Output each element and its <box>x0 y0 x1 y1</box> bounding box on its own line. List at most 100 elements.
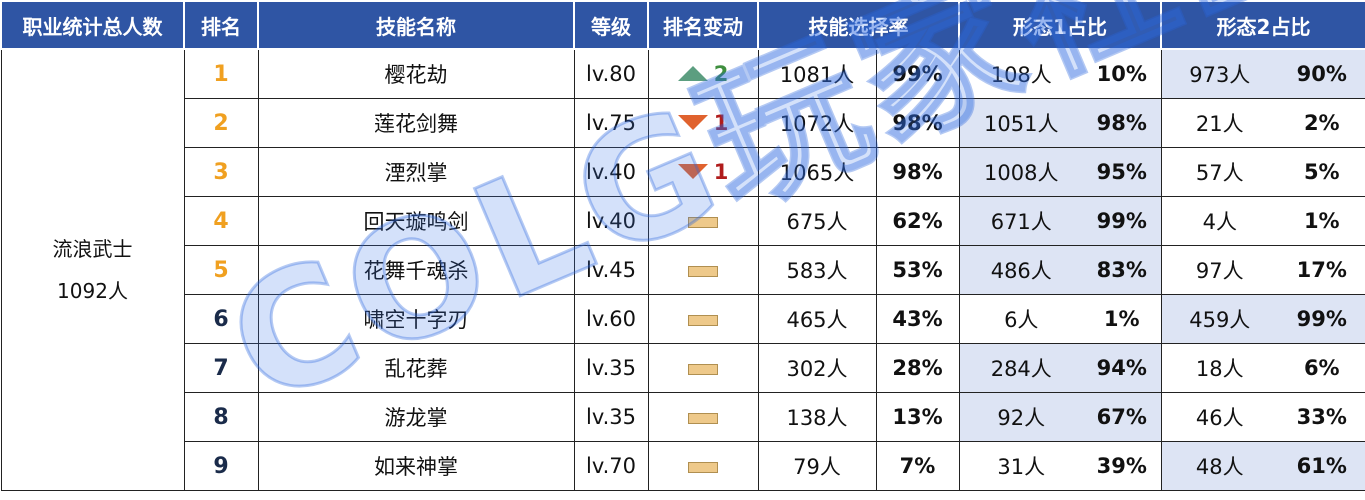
triangle-down-icon <box>677 164 708 180</box>
form1-count-cell: 92人 <box>958 392 1083 442</box>
rank-cell: 4 <box>183 196 259 246</box>
form1-pct-cell: 67% <box>1083 392 1162 442</box>
form1-pct-cell: 94% <box>1083 343 1162 393</box>
rank-change-cell: 1 <box>647 98 759 148</box>
rank-cell: 2 <box>183 98 259 148</box>
rate-count-cell: 79人 <box>757 441 876 491</box>
job-count: 1092人 <box>57 279 128 303</box>
skill-name-cell: 回天璇鸣剑 <box>257 196 575 246</box>
form1-count-cell: 6人 <box>958 294 1083 344</box>
rate-count-cell: 1065人 <box>757 147 876 197</box>
form1-pct-cell: 98% <box>1083 98 1162 148</box>
triangle-down-icon <box>677 115 708 131</box>
rate-pct-cell: 99% <box>875 48 960 99</box>
rank-change: 2 <box>677 61 729 86</box>
no-change-dash-icon <box>688 266 718 277</box>
form2-pct-cell: 5% <box>1278 147 1365 197</box>
table-body: 流浪武士 1092人 1 樱花劫 lv.80 2 1081人 99% 108人 10% 973人 90… <box>0 48 1365 491</box>
rate-count-cell: 302人 <box>757 343 876 393</box>
no-change-dash-icon <box>688 217 718 228</box>
rank-change: 1 <box>677 159 729 184</box>
header-change: 排名变动 <box>647 0 759 50</box>
form1-pct-cell: 83% <box>1083 245 1162 295</box>
level-cell: lv.35 <box>573 392 649 442</box>
rate-count-cell: 465人 <box>757 294 876 344</box>
form1-count-cell: 1051人 <box>958 98 1083 148</box>
table-row: 8 游龙掌 lv.35 138人 13% 92人 67% 46人 33% <box>1 392 1365 442</box>
no-change-dash-icon <box>688 315 718 326</box>
rank-change-value: 2 <box>713 61 729 86</box>
form1-count-cell: 284人 <box>958 343 1083 393</box>
no-change-dash-icon <box>688 462 718 473</box>
rank-cell: 7 <box>183 343 259 393</box>
skill-name-cell: 游龙掌 <box>257 392 575 442</box>
form2-count-cell: 459人 <box>1160 294 1279 344</box>
form2-pct-cell: 2% <box>1278 98 1365 148</box>
form2-count-cell: 973人 <box>1160 48 1279 99</box>
rate-pct-cell: 98% <box>875 147 960 197</box>
form1-count-cell: 1008人 <box>958 147 1083 197</box>
form1-pct-cell: 99% <box>1083 196 1162 246</box>
header-skill: 技能名称 <box>257 0 575 50</box>
rank-change-cell <box>647 441 759 491</box>
header-rate: 技能选择率 <box>757 0 960 50</box>
rate-pct-cell: 98% <box>875 98 960 148</box>
rate-pct-cell: 62% <box>875 196 960 246</box>
rank-change-cell <box>647 343 759 393</box>
form2-count-cell: 97人 <box>1160 245 1279 295</box>
level-cell: lv.80 <box>573 48 649 99</box>
rank-change-value: 1 <box>713 110 729 135</box>
rank-change-cell <box>647 392 759 442</box>
rate-count-cell: 1081人 <box>757 48 876 99</box>
rate-count-cell: 675人 <box>757 196 876 246</box>
table-row: 3 湮烈掌 lv.40 1 1065人 98% 1008人 95% 57人 5% <box>1 147 1365 197</box>
form2-pct-cell: 17% <box>1278 245 1365 295</box>
form1-count-cell: 108人 <box>958 48 1083 99</box>
rank-cell: 5 <box>183 245 259 295</box>
skill-name-cell: 樱花劫 <box>257 48 575 99</box>
rank-change-cell <box>647 245 759 295</box>
form1-count-cell: 486人 <box>958 245 1083 295</box>
rate-count-cell: 1072人 <box>757 98 876 148</box>
level-cell: lv.45 <box>573 245 649 295</box>
skill-name-cell: 莲花剑舞 <box>257 98 575 148</box>
rank-cell: 9 <box>183 441 259 491</box>
form1-count-cell: 671人 <box>958 196 1083 246</box>
form2-count-cell: 48人 <box>1160 441 1279 491</box>
form2-pct-cell: 61% <box>1278 441 1365 491</box>
form2-pct-cell: 6% <box>1278 343 1365 393</box>
job-name: 流浪武士 <box>52 237 133 261</box>
header-form1: 形态1占比 <box>957 0 1163 50</box>
form1-pct-cell: 1% <box>1083 294 1162 344</box>
rate-count-cell: 138人 <box>757 392 876 442</box>
level-cell: lv.60 <box>573 294 649 344</box>
form2-pct-cell: 99% <box>1278 294 1365 344</box>
table-row: 9 如来神掌 lv.70 79人 7% 31人 39% 48人 61% <box>1 441 1365 491</box>
form1-count-cell: 31人 <box>958 441 1083 491</box>
form2-pct-cell: 33% <box>1278 392 1365 442</box>
triangle-up-icon <box>677 66 708 82</box>
form2-pct-cell: 1% <box>1278 196 1365 246</box>
form2-count-cell: 46人 <box>1160 392 1279 442</box>
rate-count-cell: 583人 <box>757 245 876 295</box>
header-level: 等级 <box>573 0 649 50</box>
form2-count-cell: 4人 <box>1160 196 1279 246</box>
level-cell: lv.35 <box>573 343 649 393</box>
skill-name-cell: 湮烈掌 <box>257 147 575 197</box>
skill-name-cell: 花舞千魂杀 <box>257 245 575 295</box>
header-row: 职业统计总人数 排名 技能名称 等级 排名变动 技能选择率 形态1占比 形态2占… <box>0 0 1365 50</box>
rate-pct-cell: 43% <box>875 294 960 344</box>
table-row: 5 花舞千魂杀 lv.45 583人 53% 486人 83% 97人 17% <box>1 245 1365 295</box>
rank-cell: 8 <box>183 392 259 442</box>
level-cell: lv.40 <box>573 147 649 197</box>
rank-change: 1 <box>677 110 729 135</box>
rate-pct-cell: 53% <box>875 245 960 295</box>
form1-pct-cell: 10% <box>1083 48 1162 99</box>
rank-change-value: 1 <box>713 159 729 184</box>
level-cell: lv.75 <box>573 98 649 148</box>
form1-pct-cell: 95% <box>1083 147 1162 197</box>
rank-change-cell <box>647 196 759 246</box>
skill-name-cell: 如来神掌 <box>257 441 575 491</box>
rank-cell: 6 <box>183 294 259 344</box>
level-cell: lv.40 <box>573 196 649 246</box>
